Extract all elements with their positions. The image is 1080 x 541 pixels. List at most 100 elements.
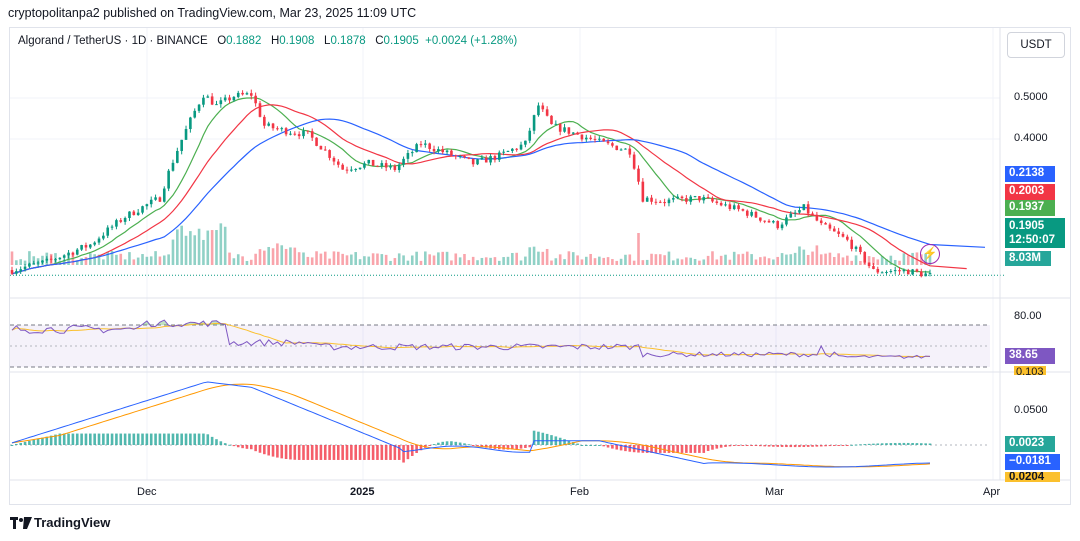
candle-body (341, 164, 344, 170)
candle-body (315, 137, 318, 146)
volume-bar (75, 260, 79, 265)
candle-body (171, 162, 175, 171)
macd-histogram-bar (624, 445, 627, 452)
candle-body (284, 128, 288, 135)
volume-bar (793, 252, 797, 265)
volume-bar (537, 251, 540, 265)
volume-bar (641, 260, 645, 265)
rsi-ma-tag: 0.103 (1014, 366, 1046, 375)
candle-body (123, 217, 127, 222)
candle-body (606, 141, 610, 144)
candle-body (206, 96, 210, 98)
volume-bar (263, 250, 266, 265)
candle-body (911, 269, 914, 275)
macd-histogram-bar (102, 433, 105, 445)
flash-icon[interactable]: ⚡ (920, 244, 940, 264)
macd-histogram-bar (284, 445, 288, 459)
macd-histogram-bar (149, 433, 153, 445)
macd-histogram-bar (463, 443, 466, 445)
volume-bar (236, 254, 240, 265)
volume-bar (428, 254, 431, 265)
close-value: 0.1905 (383, 35, 419, 47)
macd-histogram-bar (380, 445, 384, 460)
macd-histogram-bar (589, 445, 592, 446)
volume-bar (267, 246, 270, 265)
macd-histogram-bar (641, 445, 645, 453)
candle-body (789, 213, 793, 218)
candle-body (715, 201, 719, 203)
candle-body (802, 204, 806, 211)
volume-bar (898, 260, 901, 265)
volume-bar (176, 229, 179, 265)
candle-body (615, 145, 619, 151)
volume-bar (724, 254, 727, 265)
candle-body (772, 221, 775, 223)
macd-histogram-bar (541, 432, 545, 445)
volume-bar (571, 252, 575, 265)
volume-bar (532, 246, 536, 265)
candle-body (189, 117, 192, 130)
macd-histogram-bar (571, 442, 575, 445)
volume-bar (672, 260, 675, 265)
volume-bar (637, 233, 640, 265)
macd-histogram-bar (702, 445, 706, 453)
pane-dividers (10, 28, 1070, 481)
candle-body (389, 165, 392, 168)
currency-button[interactable]: USDT (1007, 32, 1065, 58)
candle-body (358, 167, 362, 169)
macd-histogram-bar (515, 445, 518, 450)
macd-histogram-bar (241, 445, 244, 449)
candle-body (15, 271, 18, 274)
macd-histogram-bar (789, 445, 793, 448)
candle-body (193, 110, 197, 118)
volume-bar (10, 251, 14, 265)
candle-body (45, 258, 49, 261)
volume-bar (189, 231, 192, 265)
volume-bar (667, 251, 671, 265)
publisher-caption: cryptopolitanpa2 published on TradingVie… (8, 6, 417, 20)
macd-histogram-bar (332, 445, 336, 460)
macd-histogram-bar (419, 445, 423, 451)
volume-bar (345, 255, 349, 265)
open-label: O (217, 35, 227, 47)
macd-histogram-bar (680, 445, 684, 453)
macd-histogram-bar (132, 433, 136, 445)
signal-line-tag: 0.0204 (1005, 472, 1060, 482)
volume-bar (715, 259, 719, 265)
volume-bar (306, 256, 310, 265)
tv-logo-icon (10, 516, 32, 529)
rsi-line (11, 319, 931, 359)
macd-histogram-bar (763, 445, 766, 447)
macd-histogram-bar (84, 433, 88, 445)
candle-body (580, 134, 584, 140)
volume-bar (123, 259, 127, 265)
candle-body (158, 197, 162, 202)
macd-histogram-bar (397, 445, 401, 460)
candle-body (223, 97, 227, 101)
macd-histogram-bar (302, 445, 305, 460)
candlesticks (10, 89, 932, 278)
macd-histogram-bar (724, 445, 727, 447)
candle-body (297, 134, 301, 137)
macd-histogram-bar (576, 443, 579, 445)
candle-body (263, 116, 266, 126)
macd-histogram-bar (106, 433, 110, 445)
volume-bar (289, 247, 292, 265)
macd-histogram-bar (49, 435, 53, 445)
candle-body (280, 128, 284, 130)
macd-histogram-bar (537, 431, 540, 445)
macd-histogram-bar (258, 445, 262, 453)
candle-body (898, 270, 901, 272)
volume-bar (915, 252, 919, 265)
macd-histogram-bar (471, 445, 475, 446)
macd-histogram-bar (524, 445, 527, 448)
volume-bar (611, 259, 614, 265)
macd-histogram-bar (271, 445, 275, 457)
candle-body (106, 227, 110, 236)
candle-body (445, 150, 449, 153)
candle-body (480, 157, 484, 160)
volume-bar (719, 255, 723, 265)
macd-histogram-bar (654, 445, 658, 453)
chart-frame[interactable] (9, 27, 1071, 505)
